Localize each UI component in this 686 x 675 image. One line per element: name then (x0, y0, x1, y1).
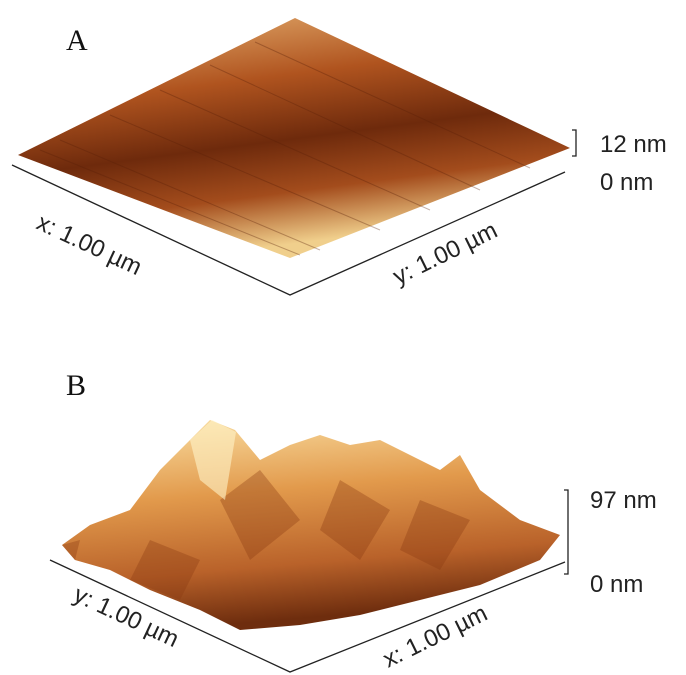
texture (39, 41, 531, 256)
panel-label: B (66, 369, 86, 402)
highlight (190, 420, 236, 500)
z-scale (564, 489, 569, 575)
base-edge (49, 559, 566, 673)
z-bottom: 0 nm (590, 571, 643, 598)
texture (62, 470, 470, 600)
surface (18, 18, 570, 258)
z-bottom: 0 nm (600, 169, 653, 196)
z-top: 97 nm (590, 487, 657, 514)
x-axis-label: x: 1.00 µm (379, 600, 492, 674)
surface (62, 420, 560, 630)
z-scale (572, 129, 577, 157)
panel-a: A 12 nm 0 nm x: 1.00 µm y: 1.00 µm (11, 18, 667, 296)
panel-b: B 97 nm 0 nm y: 1.00 µm x: 1.00 µm (49, 369, 657, 674)
z-top: 12 nm (600, 131, 667, 158)
base-edge (11, 164, 566, 296)
panel-label: A (66, 24, 88, 57)
y-axis-label: y: 1.00 µm (389, 217, 502, 291)
